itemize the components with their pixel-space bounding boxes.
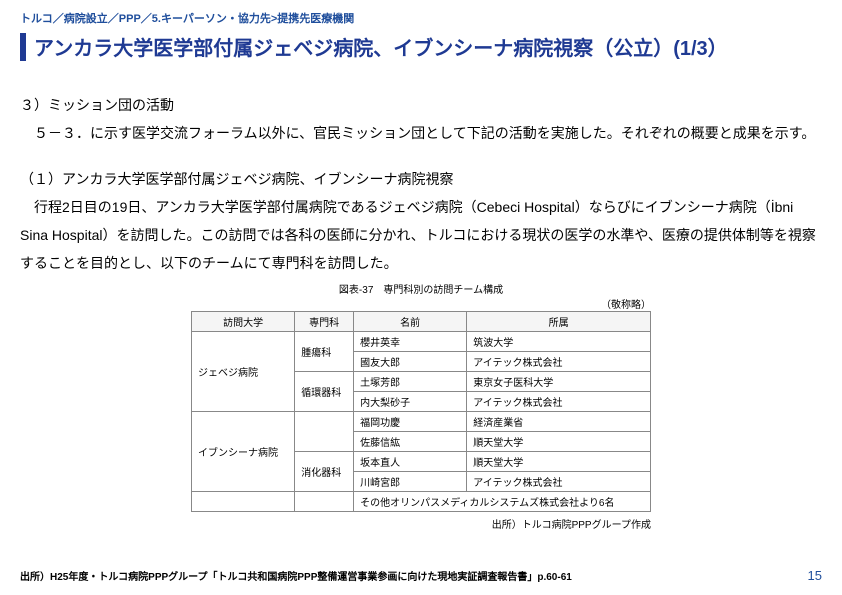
table-cell-hospital: イブンシーナ病院 (192, 412, 295, 492)
table-cell-hospital: ジェベジ病院 (192, 332, 295, 412)
figure-honorific-note: （敬称略） (191, 296, 651, 311)
title-accent-bar (20, 33, 26, 61)
table-cell-affiliation: 順天堂大学 (467, 432, 651, 452)
page-title: アンカラ大学医学部付属ジェベジ病院、イブンシーナ病院視察（公立）(1/3） (34, 32, 728, 61)
breadcrumb: トルコ／病院設立／PPP／5.キーパーソン・協力先>提携先医療機関 (20, 10, 822, 26)
title-block: アンカラ大学医学部付属ジェベジ病院、イブンシーナ病院視察（公立）(1/3） (20, 32, 822, 61)
subsection-heading: （１）アンカラ大学医学部付属ジェベジ病院、イブンシーナ病院視察 (20, 165, 822, 193)
figure-caption: 図表-37 専門科別の訪問チーム構成 (20, 281, 822, 296)
table-cell-dept: 消化器科 (295, 452, 354, 492)
table-header: 名前 (354, 312, 467, 332)
table-cell-name: 土塚芳郎 (354, 372, 467, 392)
section-heading: ３）ミッション団の活動 (20, 91, 822, 119)
table-cell-affiliation: アイテック株式会社 (467, 352, 651, 372)
table-cell-affiliation: 経済産業省 (467, 412, 651, 432)
table-cell (295, 492, 354, 512)
table-header: 専門科 (295, 312, 354, 332)
table-footer-note: その他オリンパスメディカルシステムズ株式会社より6名 (354, 492, 651, 512)
citation-line: 出所）H25年度・トルコ病院PPPグループ「トルコ共和国病院PPP整備運営事業参… (20, 568, 572, 583)
team-table: 訪問大学 専門科 名前 所属 ジェベジ病院腫瘍科櫻井英幸筑波大学國友大郎アイテッ… (191, 311, 651, 512)
paragraph-1: ５－３．に示す医学交流フォーラム以外に、官民ミッション団として下記の活動を実施し… (20, 119, 822, 147)
body-text: ３）ミッション団の活動 ５－３．に示す医学交流フォーラム以外に、官民ミッション団… (20, 91, 822, 277)
table-cell-affiliation: 東京女子医科大学 (467, 372, 651, 392)
table-header: 所属 (467, 312, 651, 332)
table-cell-dept (295, 412, 354, 452)
table-cell-affiliation: 筑波大学 (467, 332, 651, 352)
table-cell-name: 内大梨砂子 (354, 392, 467, 412)
table-cell-name: 國友大郎 (354, 352, 467, 372)
page-number: 15 (808, 568, 822, 583)
footer: 出所）H25年度・トルコ病院PPPグループ「トルコ共和国病院PPP整備運営事業参… (20, 568, 822, 583)
table-cell-affiliation: アイテック株式会社 (467, 392, 651, 412)
table-cell-affiliation: 順天堂大学 (467, 452, 651, 472)
table-cell-name: 佐藤信紘 (354, 432, 467, 452)
table-cell-dept: 腫瘍科 (295, 332, 354, 372)
paragraph-2: 行程2日目の19日、アンカラ大学医学部付属病院であるジェベジ病院（Cebeci … (20, 193, 822, 277)
table-cell-name: 福岡功慶 (354, 412, 467, 432)
table-cell-name: 櫻井英幸 (354, 332, 467, 352)
table-header: 訪問大学 (192, 312, 295, 332)
table-cell-affiliation: アイテック株式会社 (467, 472, 651, 492)
table-cell-dept: 循環器科 (295, 372, 354, 412)
table-cell-name: 川崎宮郎 (354, 472, 467, 492)
table-cell-name: 坂本直人 (354, 452, 467, 472)
table-cell (192, 492, 295, 512)
figure-source: 出所）トルコ病院PPPグループ作成 (191, 516, 651, 531)
